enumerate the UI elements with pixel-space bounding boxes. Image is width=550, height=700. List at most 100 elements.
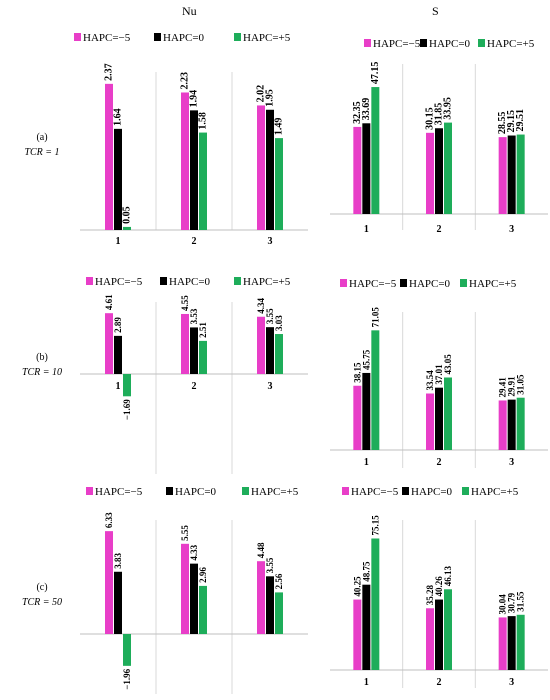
s-a-bar-2-2	[516, 134, 525, 214]
s-b-bar-0-2	[498, 400, 507, 450]
s-c-bar-0-1	[426, 608, 434, 670]
s-b-bar-2-2	[516, 397, 525, 450]
s-column-header: S	[432, 4, 439, 18]
s-b-value-label-1-1: 37.01	[434, 364, 444, 385]
s-c-value-label-0-0: 40.25	[352, 576, 362, 597]
s-c-value-label-2-0: 75.15	[370, 515, 380, 536]
nu-b-category-label-2: 3	[268, 381, 273, 392]
nu-c-legend-swatch-2	[242, 487, 249, 495]
s-b-category-label-1: 2	[437, 457, 442, 468]
nu-c-bar-0-0	[105, 531, 113, 634]
s-c-legend-label-0: HAPC=−5	[351, 486, 399, 498]
nu-b-value-label-2-1: 2.51	[198, 322, 208, 338]
s-b-bar-2-0	[371, 330, 380, 450]
s-a-value-label-1-2: 29.15	[506, 110, 517, 132]
s-c-category-label-2: 3	[509, 677, 514, 688]
s-b-bar-0-1	[426, 393, 434, 450]
nu-a-value-label-0-1: 2.23	[180, 72, 191, 90]
s-a-legend-label-0: HAPC=−5	[373, 38, 421, 50]
s-b-bar-2-1	[444, 377, 452, 450]
nu-chart-tcr-50: HAPC=−5 HAPC=0 HAPC=+5 6.33 3.83 −1.96 1 5.55 4.…	[80, 486, 308, 694]
nu-b-bar-1-2	[266, 327, 274, 374]
nu-column-header: Nu	[182, 4, 197, 18]
nu-a-bar-0-1	[181, 92, 189, 230]
nu-b-value-label-1-0: 2.89	[113, 317, 123, 333]
s-a-value-label-2-0: 47.15	[370, 62, 381, 84]
s-a-category-label-2: 3	[509, 224, 514, 235]
s-a-value-label-0-2: 28.55	[497, 112, 508, 135]
nu-b-bar-2-0	[123, 374, 131, 397]
s-a-legend-swatch-1	[420, 39, 427, 47]
nu-b-legend-swatch-1	[160, 277, 167, 285]
nu-b-bar-0-0	[105, 313, 113, 374]
s-c-legend-swatch-2	[462, 487, 469, 495]
nu-c-bar-0-2	[257, 561, 265, 634]
nu-b-category-label-0: 1	[116, 381, 121, 392]
nu-a-value-label-1-0: 1.64	[113, 108, 124, 126]
nu-c-value-label-2-1: 2.96	[198, 567, 208, 583]
nu-a-legend-swatch-0	[74, 33, 81, 41]
s-c-value-label-2-1: 46.13	[443, 566, 453, 587]
s-a-legend-swatch-0	[364, 39, 371, 47]
nu-a-bar-2-0	[123, 226, 131, 230]
s-a-bar-0-2	[498, 137, 507, 214]
s-b-value-label-1-2: 29.91	[507, 376, 517, 397]
nu-b-value-label-0-1: 4.55	[180, 295, 190, 311]
nu-c-value-label-0-0: 6.33	[104, 512, 114, 528]
nu-a-bar-0-0	[105, 83, 113, 230]
nu-b-value-label-2-0: −1.69	[122, 399, 132, 420]
row-label-a: (a) TCR = 1	[8, 130, 76, 160]
s-a-value-label-2-2: 29.51	[515, 109, 526, 132]
nu-c-category-label-0: 1	[116, 615, 121, 626]
nu-a-value-label-2-1: 1.58	[198, 112, 209, 130]
s-c-value-label-1-0: 48.75	[361, 561, 371, 582]
s-a-value-label-1-1: 31.85	[434, 103, 445, 126]
nu-c-legend-swatch-1	[166, 487, 173, 495]
nu-c-legend-label-2: HAPC=+5	[251, 486, 299, 498]
s-c-value-label-0-2: 30.04	[498, 594, 508, 615]
nu-c-category-label-2: 3	[268, 615, 273, 626]
nu-a-bar-0-2	[257, 105, 265, 230]
nu-a-bar-1-1	[190, 110, 198, 230]
s-c-bar-0-0	[353, 599, 362, 670]
s-a-value-label-1-0: 33.69	[361, 98, 372, 121]
s-b-legend-swatch-1	[400, 279, 407, 287]
nu-a-bar-2-2	[275, 138, 283, 230]
s-b-legend-swatch-2	[460, 279, 467, 287]
s-a-bar-0-0	[353, 126, 362, 214]
nu-a-value-label-2-0: 0.05	[122, 206, 133, 224]
s-a-bar-1-2	[507, 135, 516, 214]
s-b-legend-label-1: HAPC=0	[409, 278, 451, 290]
row-label-b: (b) TCR = 10	[8, 350, 76, 380]
s-c-value-label-0-1: 35.28	[425, 585, 435, 606]
nu-c-value-label-1-0: 3.83	[113, 553, 123, 569]
nu-c-value-label-2-2: 2.56	[274, 573, 284, 589]
s-c-legend-label-1: HAPC=0	[411, 486, 453, 498]
nu-b-bar-2-1	[199, 340, 207, 374]
s-a-bar-1-0	[362, 123, 371, 214]
nu-b-value-label-0-2: 4.34	[256, 297, 266, 313]
row-letter-b: (b)	[36, 352, 48, 363]
s-a-category-label-1: 2	[437, 224, 442, 235]
s-b-bar-0-0	[353, 385, 362, 450]
nu-b-legend-label-0: HAPC=−5	[95, 276, 143, 288]
nu-b-value-label-2-2: 3.03	[274, 315, 284, 331]
nu-a-category-label-0: 1	[116, 236, 121, 247]
nu-c-bar-1-2	[266, 576, 274, 634]
s-c-bar-2-2	[516, 614, 525, 670]
nu-b-legend-swatch-0	[86, 277, 93, 285]
s-b-value-label-0-2: 29.41	[498, 377, 508, 398]
nu-a-value-label-0-2: 2.02	[256, 85, 267, 103]
nu-c-value-label-2-0: −1.96	[122, 668, 132, 689]
nu-c-value-label-1-2: 3.55	[265, 557, 275, 573]
s-c-bar-1-1	[435, 599, 443, 670]
nu-b-bar-0-2	[257, 316, 265, 374]
s-b-value-label-2-0: 71.05	[370, 307, 380, 328]
nu-a-category-label-2: 3	[268, 236, 273, 247]
row-tcr-a: TCR = 1	[24, 147, 60, 158]
s-b-value-label-2-1: 43.05	[443, 354, 453, 375]
s-a-value-label-2-1: 33.95	[443, 97, 454, 120]
nu-b-category-label-1: 2	[192, 381, 197, 392]
s-b-legend-swatch-0	[340, 279, 347, 287]
s-a-value-label-0-0: 32.35	[352, 101, 363, 124]
